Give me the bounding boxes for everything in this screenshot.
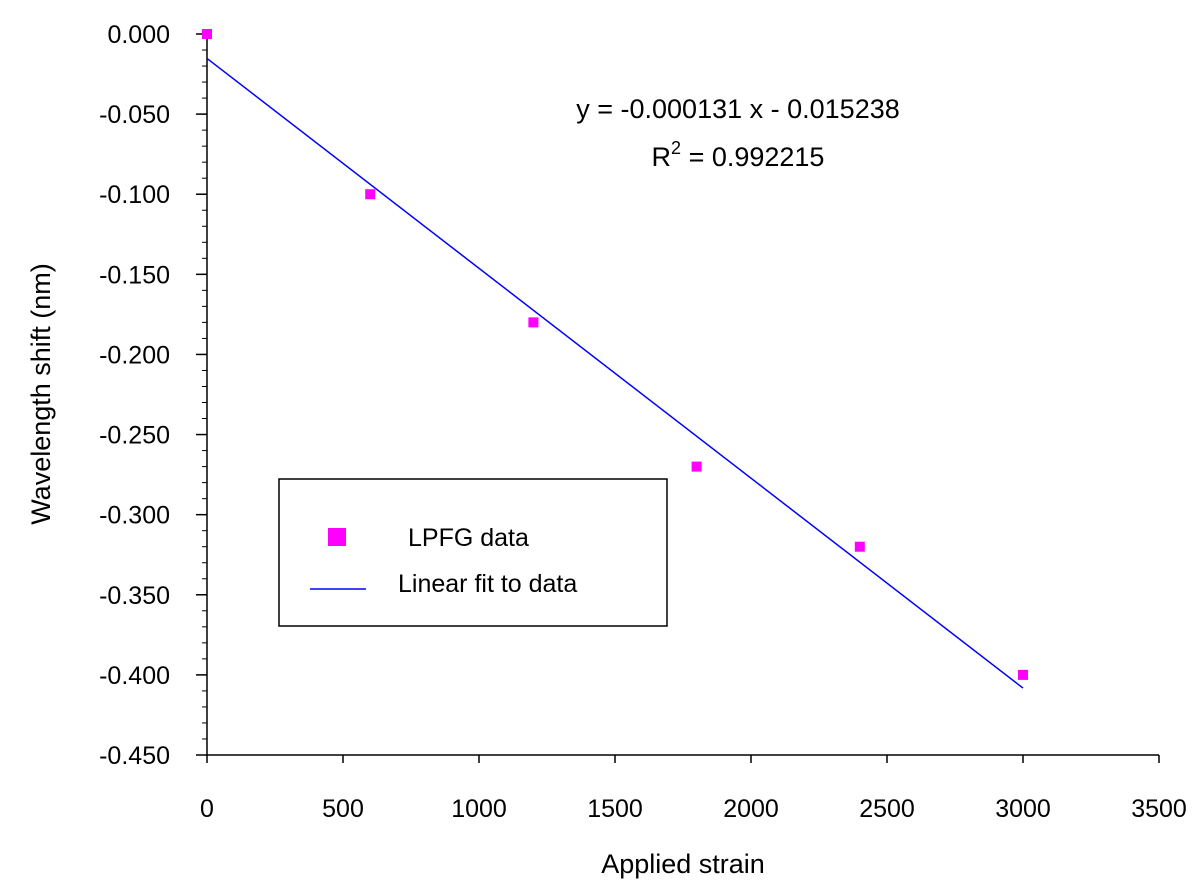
x-tick-label: 2500 xyxy=(859,795,915,823)
data-point xyxy=(854,541,865,552)
data-point xyxy=(1018,669,1028,680)
legend-marker-lpfg xyxy=(328,528,346,546)
data-layer xyxy=(202,29,1028,689)
legend: LPFG data Linear fit to data xyxy=(278,478,668,627)
y-tick-label: -0.150 xyxy=(99,261,170,289)
r-squared-prefix: R xyxy=(652,142,672,172)
data-point xyxy=(365,189,376,200)
x-tick-label: 3000 xyxy=(995,795,1051,823)
data-point xyxy=(528,317,539,328)
y-tick-label: -0.100 xyxy=(99,181,170,209)
y-tick-label: -0.450 xyxy=(99,742,170,770)
axes-layer: 0.000 -0.050 -0.100 -0.150 -0.200 -0.250 -0.30… xyxy=(99,21,1187,823)
x-tick-label: 1500 xyxy=(587,795,643,823)
y-tick-label: -0.400 xyxy=(99,662,170,690)
x-tick-label: 3500 xyxy=(1131,795,1187,823)
r-squared-superscript: 2 xyxy=(671,138,681,158)
y-axis-title: Wavelength shift (nm) xyxy=(26,263,56,525)
y-tick-label: -0.250 xyxy=(99,422,170,450)
y-tick-label: -0.300 xyxy=(99,502,170,530)
y-tick-label: 0.000 xyxy=(107,21,170,49)
y-tick-label: -0.200 xyxy=(99,341,170,369)
r-squared-value: = 0.992215 xyxy=(681,142,824,172)
r-squared-annotation: R2 = 0.992215 xyxy=(652,138,825,172)
x-tick-label: 500 xyxy=(322,795,364,823)
x-tick-label: 0 xyxy=(200,795,214,823)
fit-line xyxy=(206,57,1024,689)
regression-equation: y = -0.000131 x - 0.015238 xyxy=(576,94,900,124)
x-tick-label: 1000 xyxy=(451,795,507,823)
legend-label-lpfg: LPFG data xyxy=(408,524,529,552)
legend-label-fit: Linear fit to data xyxy=(398,570,577,598)
y-tick-label: -0.350 xyxy=(99,582,170,610)
data-point xyxy=(691,461,702,472)
legend-box xyxy=(278,478,668,627)
x-axis-title: Applied strain xyxy=(601,849,765,879)
data-point xyxy=(202,29,212,39)
x-tick-label: 2000 xyxy=(723,795,779,823)
y-tick-label: -0.050 xyxy=(99,101,170,129)
